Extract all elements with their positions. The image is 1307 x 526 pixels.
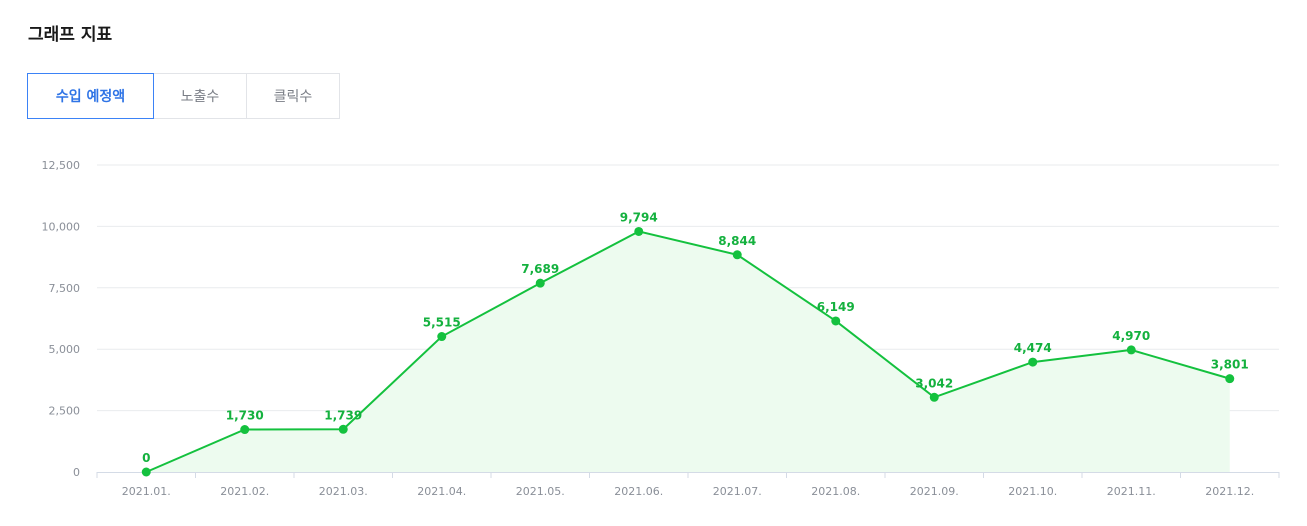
x-tick-label: 2021.11. — [1107, 485, 1156, 498]
area-fill — [146, 231, 1230, 472]
data-point[interactable] — [240, 425, 250, 435]
x-tick-label: 2021.05. — [516, 485, 565, 498]
data-label: 9,794 — [620, 210, 658, 224]
data-label: 8,844 — [718, 234, 756, 248]
x-tick-label: 2021.01. — [122, 485, 171, 498]
data-label: 1,730 — [226, 409, 264, 423]
x-tick-label: 2021.09. — [910, 485, 959, 498]
y-axis-ticks: 0 2,500 5,000 7,500 10,000 12,500 — [42, 159, 81, 479]
x-tick-label: 2021.02. — [220, 485, 269, 498]
x-axis: 2021.01. 2021.02. 2021.03. 2021.04. 2021.05.… — [96, 472, 1280, 498]
x-tick-label: 2021.03. — [319, 485, 368, 498]
data-point[interactable] — [634, 226, 644, 236]
y-tick-label: 0 — [73, 466, 80, 479]
y-tick-label: 2,500 — [49, 405, 81, 418]
data-label: 5,515 — [423, 316, 461, 330]
data-label: 3,042 — [915, 376, 953, 390]
metric-tabs: 수입 예정액 노출수 클릭수 — [27, 73, 340, 119]
y-tick-label: 12,500 — [42, 159, 81, 172]
data-label: 4,970 — [1112, 329, 1150, 343]
x-tick-label: 2021.08. — [811, 485, 860, 498]
data-labels: 0 1,730 1,739 5,515 7,689 9,794 8,844 6,149 3,04… — [142, 210, 1249, 465]
x-tick-label: 2021.04. — [417, 485, 466, 498]
data-label: 3,801 — [1211, 358, 1249, 372]
data-point[interactable] — [831, 316, 841, 326]
data-label: 0 — [142, 451, 150, 465]
x-tick-label: 2021.12. — [1205, 485, 1254, 498]
data-point[interactable] — [1225, 374, 1235, 384]
data-points — [141, 226, 1235, 477]
x-tick-label: 2021.06. — [614, 485, 663, 498]
data-label: 7,689 — [521, 262, 559, 276]
tab-clicks[interactable]: 클릭수 — [246, 73, 340, 119]
data-point[interactable] — [338, 424, 348, 434]
series-line — [145, 230, 1231, 473]
data-point[interactable] — [437, 332, 447, 342]
data-point[interactable] — [1028, 357, 1038, 367]
tab-expected-revenue[interactable]: 수입 예정액 — [27, 73, 154, 119]
data-point[interactable] — [535, 278, 545, 288]
data-label: 1,739 — [324, 408, 362, 422]
data-point[interactable] — [1126, 345, 1136, 355]
data-point[interactable] — [732, 250, 742, 260]
x-tick-label: 2021.07. — [713, 485, 762, 498]
y-tick-label: 5,000 — [49, 343, 81, 356]
x-tick-label: 2021.10. — [1008, 485, 1057, 498]
data-point[interactable] — [141, 467, 151, 477]
y-tick-label: 7,500 — [49, 282, 81, 295]
data-point[interactable] — [929, 392, 939, 402]
data-label: 6,149 — [817, 300, 855, 314]
data-label: 4,474 — [1014, 341, 1052, 355]
page-title: 그래프 지표 — [28, 25, 113, 45]
y-tick-label: 10,000 — [42, 220, 81, 233]
